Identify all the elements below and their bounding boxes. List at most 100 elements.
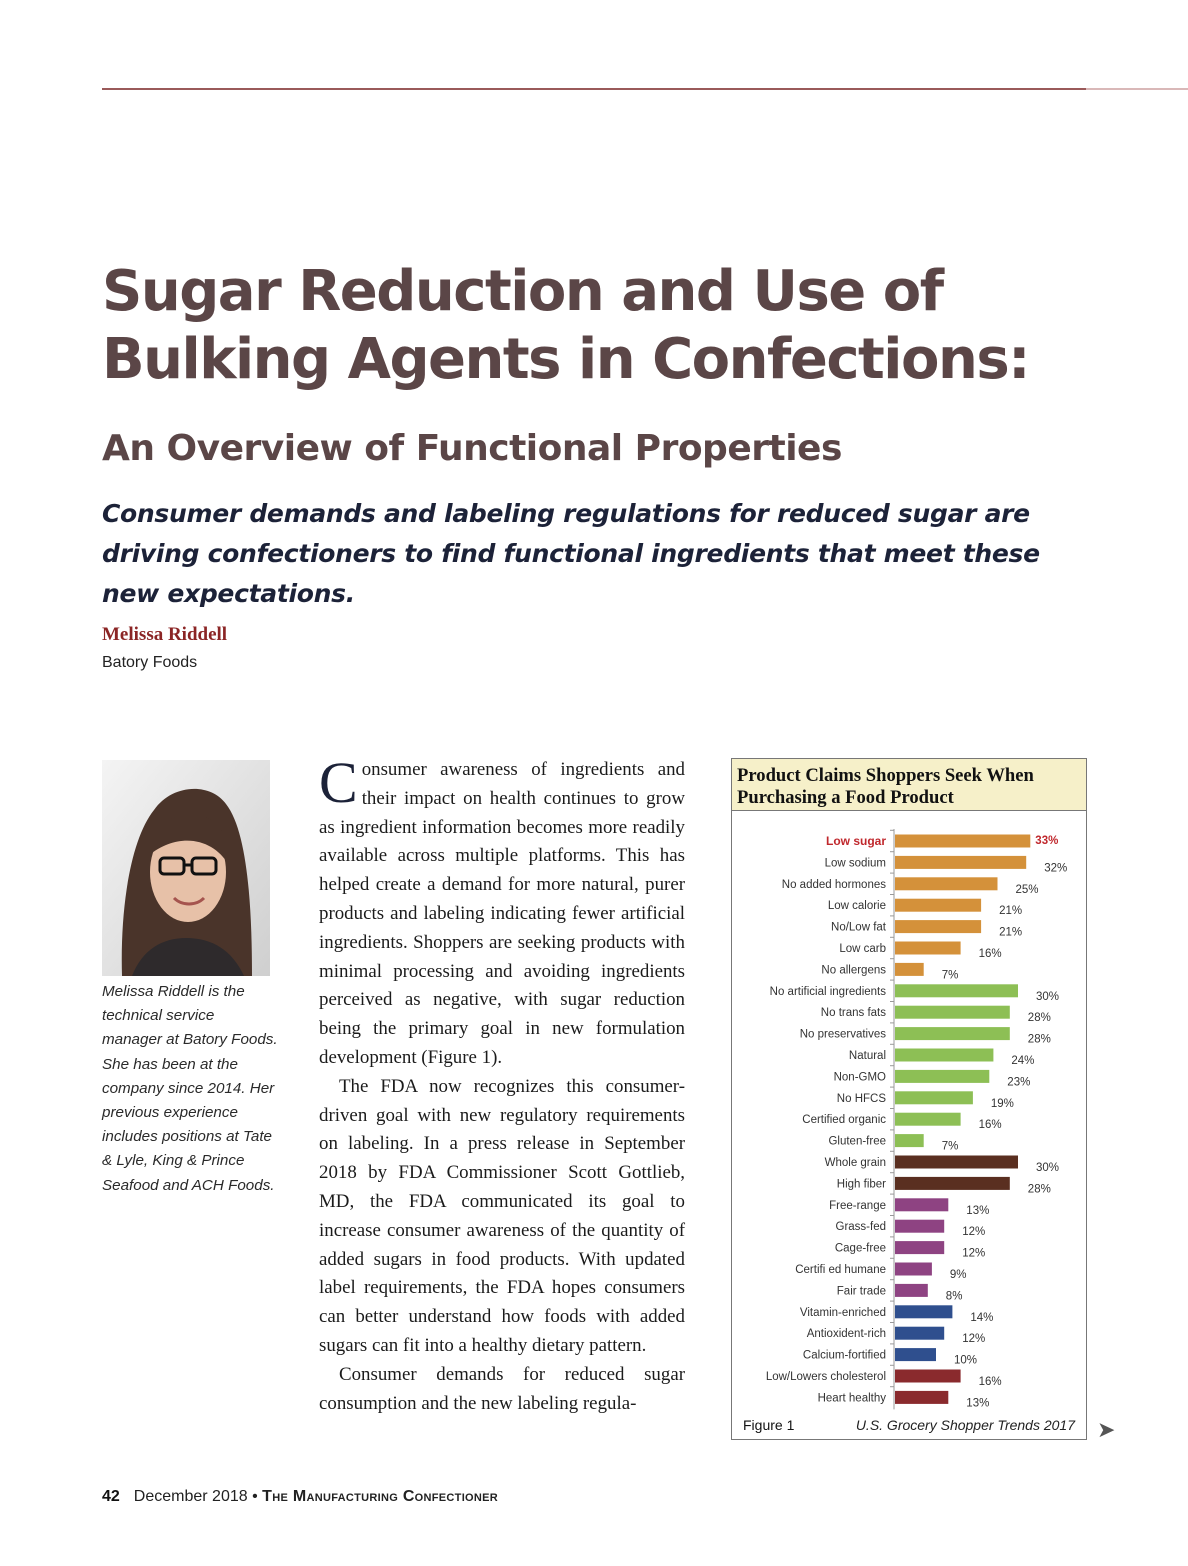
bar-blue (895, 1326, 945, 1340)
body-paragraph-3: Consumer demands for reduced sugar consu… (319, 1363, 685, 1414)
category-label: Gluten-free (828, 1136, 886, 1148)
value-label: 12% (962, 1248, 985, 1260)
bar-brown (895, 1155, 1018, 1169)
bar-green (895, 1048, 994, 1062)
figure-1: Product Claims Shoppers Seek When Purcha… (731, 758, 1087, 1440)
article-subtitle: An Overview of Functional Properties (102, 428, 842, 469)
figure-source: U.S. Grocery Shopper Trends 2017 (855, 1417, 1075, 1433)
bar-purple (895, 1219, 945, 1233)
bar-orange (895, 941, 961, 955)
category-label: Cage-free (835, 1243, 886, 1255)
bar-blue (895, 1305, 953, 1319)
value-label: 12% (962, 1226, 985, 1238)
category-label: Low/Lowers cholesterol (766, 1371, 886, 1383)
top-rule-fade (1086, 88, 1188, 90)
photo-caption: Melissa Riddell is the technical service… (102, 983, 278, 1194)
category-label: No artificial ingredients (770, 986, 887, 998)
category-label: No HFCS (837, 1093, 887, 1105)
value-label: 12% (962, 1333, 985, 1345)
value-label: 28% (1028, 1034, 1051, 1046)
bar-blue (895, 1348, 936, 1362)
category-label: Certifi ed humane (795, 1264, 886, 1276)
value-label: 28% (1028, 1012, 1051, 1024)
category-label: Certified organic (802, 1114, 886, 1126)
value-label: 33% (1035, 835, 1058, 847)
bar-purple (895, 1262, 932, 1276)
category-label: No added hormones (782, 879, 886, 891)
value-label: 19% (991, 1098, 1014, 1110)
bar-green (895, 984, 1018, 998)
footer-issue: December 2018 (133, 1488, 248, 1505)
bar-green (895, 1091, 973, 1105)
value-label: 28% (1028, 1183, 1051, 1195)
category-label: Heart healthy (818, 1392, 887, 1404)
article-title: Sugar Reduction and Use of Bulking Agent… (102, 259, 1031, 392)
bar-orange (895, 898, 982, 912)
value-label: 25% (1016, 884, 1039, 896)
value-label: 24% (1011, 1055, 1034, 1067)
category-label: No trans fats (821, 1007, 886, 1019)
category-label: Natural (849, 1050, 886, 1062)
value-label: 7% (942, 969, 959, 981)
category-label: Free-range (829, 1200, 886, 1212)
category-label: Antioxident-rich (807, 1328, 886, 1340)
value-label: 13% (966, 1397, 989, 1409)
bar-orange (895, 834, 1031, 848)
category-label: Low carb (839, 943, 886, 955)
value-label: 9% (950, 1269, 967, 1281)
footer-separator: • (252, 1488, 258, 1505)
page-number: 42 (102, 1488, 120, 1505)
value-label: 10% (954, 1355, 977, 1367)
category-label: Grass-fed (836, 1221, 887, 1233)
category-label: Calcium-fortified (803, 1350, 886, 1362)
bar-green (895, 1027, 1010, 1041)
value-label: 32% (1044, 862, 1067, 874)
bar-purple (895, 1198, 949, 1212)
category-label: Low sodium (825, 857, 886, 869)
value-label: 8% (946, 1290, 963, 1302)
bar-green (895, 1005, 1010, 1019)
bar-purple (895, 1283, 928, 1297)
bar-red (895, 1390, 949, 1404)
bar-orange (895, 877, 998, 891)
category-label: Fair trade (837, 1285, 886, 1297)
category-label: Non-GMO (834, 1071, 886, 1083)
category-label: No allergens (821, 964, 886, 976)
article-deck: Consumer demands and labeling regulation… (102, 499, 1040, 608)
top-rule (102, 88, 1086, 90)
footer-magazine: The Manufacturing Confectioner (262, 1488, 499, 1505)
category-label: High fiber (837, 1178, 886, 1190)
value-label: 7% (942, 1141, 959, 1153)
figure-header: Product Claims Shoppers Seek When Purcha… (732, 759, 1086, 811)
page-footer: 42 December 2018 • The Manufacturing Conf… (102, 1488, 498, 1506)
value-label: 16% (979, 948, 1002, 960)
value-label: 21% (999, 927, 1022, 939)
author-affiliation: Batory Foods (102, 654, 198, 671)
body-paragraph-1-text: onsumer awareness of ingredients and the… (319, 759, 685, 1068)
bar-purple (895, 1241, 945, 1255)
drop-cap: C (319, 750, 358, 815)
value-label: 30% (1036, 1162, 1059, 1174)
bar-chart: Low sugar 33% Low sodium 32% No added hormon… (766, 829, 1067, 1410)
bar-green (895, 1134, 924, 1148)
value-label: 23% (1007, 1076, 1030, 1088)
author-name: Melissa Riddell (102, 624, 228, 645)
value-label: 14% (970, 1312, 993, 1324)
bar-green (895, 1112, 961, 1126)
category-label: Low sugar (826, 834, 886, 848)
category-label: No preservatives (800, 1029, 887, 1041)
value-label: 13% (966, 1205, 989, 1217)
category-label: Vitamin-enriched (800, 1307, 886, 1319)
value-label: 16% (979, 1119, 1002, 1131)
bar-orange (895, 855, 1027, 869)
bar-orange (895, 920, 982, 934)
value-label: 30% (1036, 991, 1059, 1003)
value-label: 16% (979, 1376, 1002, 1388)
figure-label: Figure 1 (743, 1417, 795, 1433)
category-label: Whole grain (825, 1157, 886, 1169)
bar-brown (895, 1176, 1010, 1190)
bar-green (895, 1069, 990, 1083)
category-label: No/Low fat (831, 922, 887, 934)
